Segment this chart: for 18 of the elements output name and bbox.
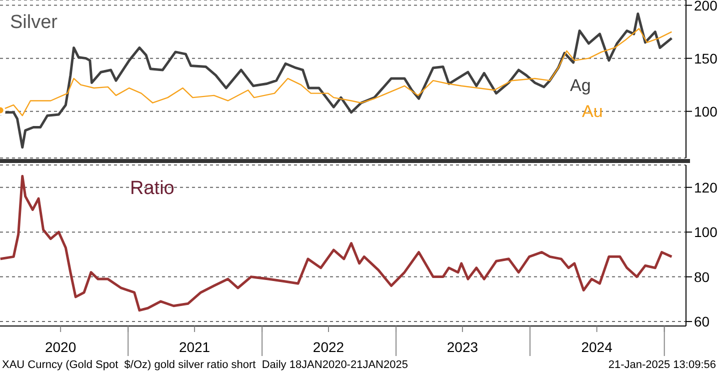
x-tick-label: 2024 [581, 339, 613, 355]
y-tick-label: 120 [694, 179, 718, 196]
y-tick-label: 100 [694, 103, 718, 120]
y-tick-label: 60 [694, 314, 710, 330]
y-tick-label: 80 [694, 268, 710, 285]
y-tick-label: 100 [694, 224, 718, 240]
text: Ratio [130, 178, 174, 200]
text: XAU Curncy (Gold Spot $/Oz) gold silver ratio short Daily 18JAN2020-21JAN2025 [2, 359, 408, 371]
x-tick-label: 2022 [312, 339, 344, 355]
x-tick-label: 2021 [178, 339, 210, 355]
x-tick-label: 2023 [446, 339, 478, 355]
series-label: Ag [570, 76, 591, 96]
y-tick-label: 200 [694, 0, 718, 14]
text: Au [582, 102, 603, 122]
x-tick-label: 2020 [44, 339, 76, 355]
text: Silver [10, 12, 58, 34]
text: 21-Jan-2025 13:09:56 [608, 359, 716, 371]
y-tick-label: 150 [694, 50, 718, 66]
